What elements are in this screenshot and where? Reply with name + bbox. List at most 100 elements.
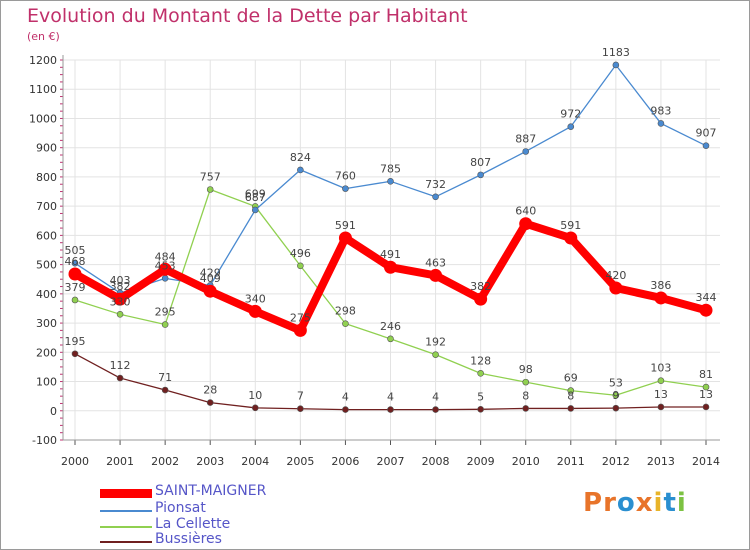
data-point [564,231,578,245]
data-label: 505 [65,244,86,257]
data-point [519,217,533,231]
data-point [113,292,127,306]
logo-letter: i [676,488,687,518]
data-label: 491 [380,248,401,261]
y-tick-label: 200 [36,346,57,359]
data-label: 429 [200,266,221,279]
data-point [116,311,124,318]
data-label: 382 [470,280,491,293]
logo-letter: P [583,488,604,518]
data-label: 195 [65,335,86,348]
data-label: 295 [155,306,176,319]
data-label: 420 [605,269,626,282]
data-label: 344 [696,291,717,304]
data-point [161,386,169,394]
y-tick-label: 1100 [29,83,57,96]
legend-label-la-cellette: La Cellette [155,516,231,532]
data-label: 484 [155,250,176,263]
data-point [342,406,349,413]
data-label: 463 [425,256,446,269]
data-label: 4 [387,391,394,404]
data-point [338,231,352,245]
data-label: 98 [519,363,533,376]
logo-letter: t [663,488,677,518]
legend-swatch-bussieres [100,541,152,543]
data-label: 409 [200,272,221,285]
data-label: 246 [380,320,401,333]
data-label: 983 [650,104,671,117]
data-label: 887 [515,132,536,145]
data-label: 5 [477,390,484,403]
data-point [387,178,394,185]
data-label: 386 [650,279,671,292]
data-label: 8 [522,389,529,402]
data-label: 4 [342,391,349,404]
data-label: 453 [155,259,176,272]
data-label: 81 [699,368,713,381]
data-label: 103 [650,362,671,375]
data-point [699,303,713,317]
data-point [116,374,124,382]
data-point [522,405,530,412]
data-point [702,142,710,149]
x-tick-label: 2000 [61,455,89,468]
data-point [612,391,620,399]
y-tick-label: 900 [36,142,57,155]
data-label: 330 [110,295,131,308]
x-tick-label: 2003 [196,455,224,468]
data-point [71,296,79,304]
legend-swatch-pionsat [100,510,152,512]
data-label: 71 [158,371,172,384]
logo-letter: i [653,488,664,518]
data-point [342,185,349,192]
chart-unit-label: (en €) [27,30,60,43]
data-point [71,350,79,358]
data-label: 403 [110,274,131,287]
legend-swatch-la-cellette [100,526,152,528]
data-label: 28 [203,384,217,397]
x-tick-label: 2004 [241,455,269,468]
data-point [567,405,575,412]
data-point [203,284,217,298]
data-point [387,335,394,343]
data-point [161,321,169,328]
x-tick-label: 2005 [286,455,314,468]
data-label: 13 [699,388,713,401]
x-tick-label: 2002 [151,455,179,468]
data-point [657,120,665,127]
x-tick-label: 2010 [512,455,540,468]
data-point [702,403,710,411]
data-label: 298 [335,305,356,318]
y-tick-label: 0 [50,405,57,418]
y-tick-label: 1000 [29,112,57,125]
data-point [206,399,214,406]
data-point [522,148,530,155]
data-point [297,405,304,413]
data-point [297,166,304,174]
data-point [429,268,443,282]
data-label: 112 [110,359,131,372]
data-label: 785 [380,162,401,175]
data-label: 379 [65,281,86,294]
proxiti-logo: Proxiti [583,488,687,518]
chart-title: Evolution du Montant de la Dette par Hab… [27,5,468,27]
data-label: 275 [290,311,311,324]
data-point [702,383,710,391]
data-label: 907 [696,127,717,140]
plot-area [63,60,720,440]
data-point [609,281,623,295]
data-label: 732 [425,178,446,191]
data-point [657,377,665,384]
data-point [477,370,484,377]
x-tick-label: 2014 [692,455,720,468]
x-tick-label: 2012 [602,455,630,468]
data-point [342,320,349,327]
data-point [477,406,484,413]
y-tick-label: 400 [36,288,57,301]
logo-letter: o [616,488,636,518]
data-point [206,186,214,193]
data-label: 591 [335,219,356,232]
data-point [522,378,530,386]
data-point [251,206,259,214]
data-point [161,275,169,282]
